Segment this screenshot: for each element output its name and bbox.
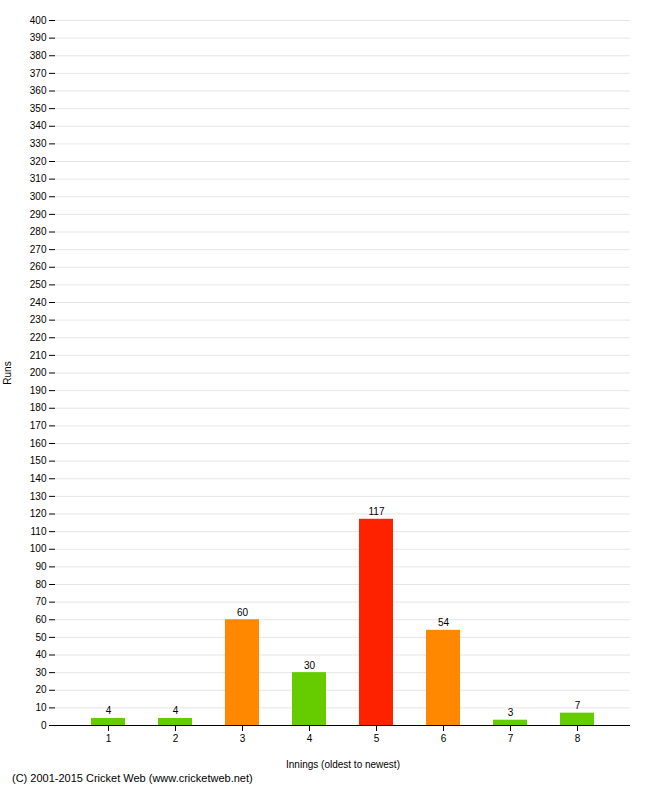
svg-text:4: 4 — [173, 705, 179, 716]
svg-text:210: 210 — [30, 350, 47, 361]
svg-text:10: 10 — [35, 702, 47, 713]
svg-text:330: 330 — [30, 138, 47, 149]
svg-text:80: 80 — [35, 579, 47, 590]
svg-text:140: 140 — [30, 473, 47, 484]
svg-text:250: 250 — [30, 279, 47, 290]
svg-text:280: 280 — [30, 226, 47, 237]
svg-text:350: 350 — [30, 103, 47, 114]
svg-text:4: 4 — [106, 705, 112, 716]
svg-text:54: 54 — [438, 617, 450, 628]
svg-text:190: 190 — [30, 385, 47, 396]
svg-text:0: 0 — [41, 720, 47, 731]
svg-text:300: 300 — [30, 191, 47, 202]
svg-text:380: 380 — [30, 50, 47, 61]
html-text:(C) 2001-2015 Cricket Web (www: (C) 2001-2015 Cricket Web (www.cricketwe… — [12, 772, 253, 784]
svg-text:1: 1 — [106, 733, 112, 744]
svg-text:90: 90 — [35, 561, 47, 572]
svg-text:Innings (oldest to newest): Innings (oldest to newest) — [286, 759, 400, 770]
svg-text:40: 40 — [35, 649, 47, 660]
svg-text:60: 60 — [35, 614, 47, 625]
svg-text:50: 50 — [35, 632, 47, 643]
svg-text:150: 150 — [30, 455, 47, 466]
svg-text:Runs: Runs — [2, 361, 13, 384]
svg-text:170: 170 — [30, 420, 47, 431]
svg-text:117: 117 — [369, 506, 385, 517]
svg-text:240: 240 — [30, 297, 47, 308]
svg-text:230: 230 — [30, 314, 47, 325]
svg-text:160: 160 — [30, 438, 47, 449]
svg-text:3: 3 — [508, 707, 514, 718]
svg-text:30: 30 — [304, 660, 316, 671]
svg-text:100: 100 — [30, 543, 47, 554]
svg-text:130: 130 — [30, 491, 47, 502]
svg-text:4: 4 — [307, 733, 313, 744]
svg-text:200: 200 — [30, 367, 47, 378]
svg-text:290: 290 — [30, 209, 47, 220]
svg-text:360: 360 — [30, 85, 47, 96]
svg-text:30: 30 — [35, 667, 47, 678]
svg-text:5: 5 — [374, 733, 380, 744]
svg-text:8: 8 — [575, 733, 581, 744]
svg-text:390: 390 — [30, 32, 47, 43]
svg-text:120: 120 — [30, 508, 47, 519]
svg-text:60: 60 — [237, 607, 249, 618]
svg-text:70: 70 — [35, 596, 47, 607]
svg-text:2: 2 — [173, 733, 179, 744]
svg-text:20: 20 — [35, 684, 47, 695]
svg-text:3: 3 — [240, 733, 246, 744]
svg-text:310: 310 — [30, 173, 47, 184]
svg-text:110: 110 — [31, 526, 47, 537]
svg-text:260: 260 — [30, 261, 47, 272]
svg-text:7: 7 — [575, 700, 581, 711]
svg-text:370: 370 — [30, 68, 47, 79]
svg-text:340: 340 — [30, 120, 47, 131]
svg-text:400: 400 — [30, 15, 47, 26]
svg-text:220: 220 — [30, 332, 47, 343]
svg-text:320: 320 — [30, 156, 47, 167]
svg-text:270: 270 — [30, 244, 47, 255]
svg-text:6: 6 — [441, 733, 447, 744]
svg-text:180: 180 — [30, 402, 47, 413]
svg-text:7: 7 — [508, 733, 514, 744]
